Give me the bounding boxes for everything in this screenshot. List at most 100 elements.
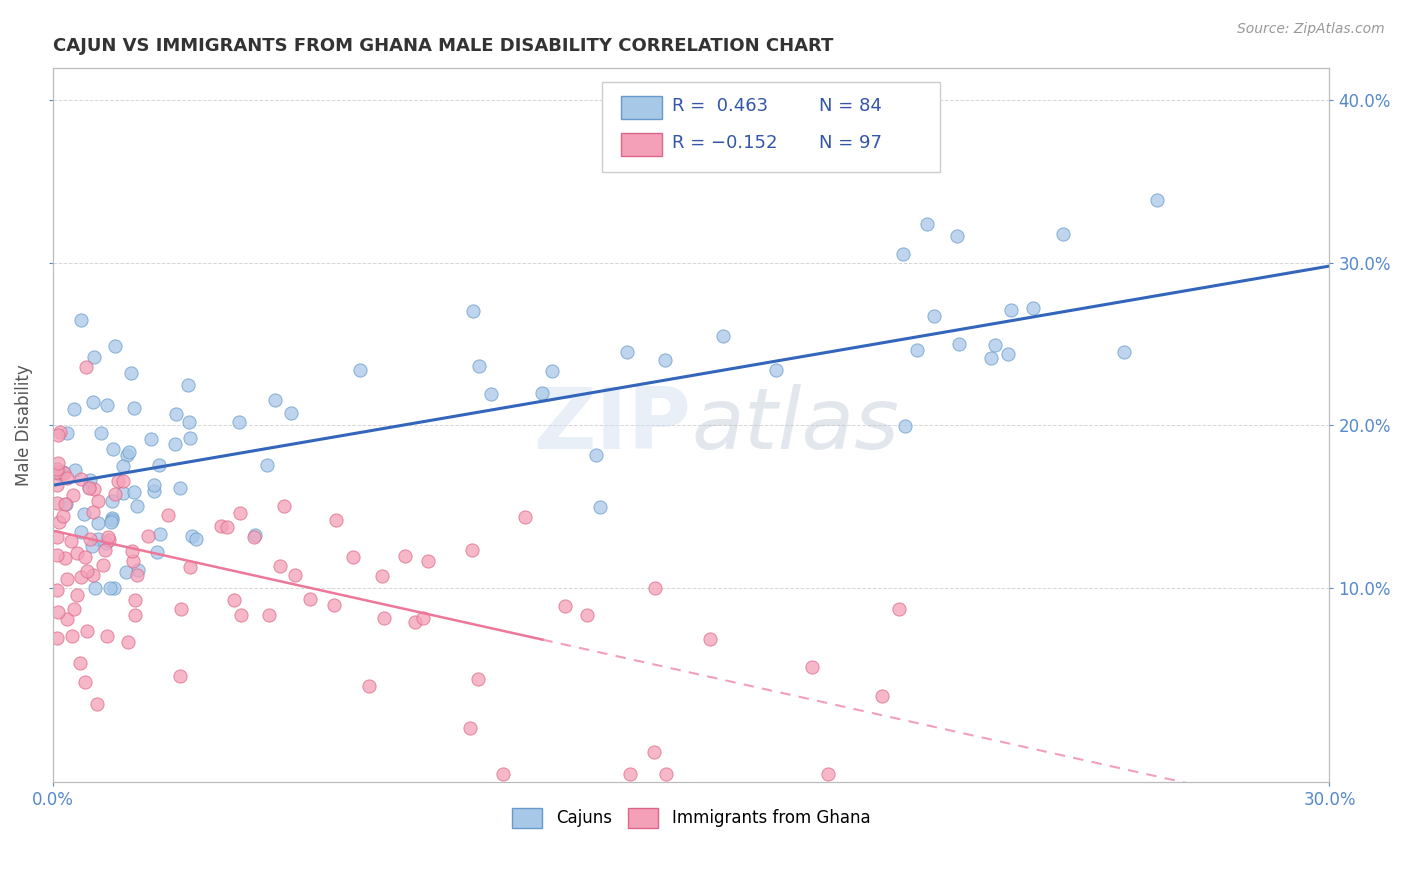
Point — [86, 494, 108, 508]
Point — [82, 505, 104, 519]
Point — [357, 679, 380, 693]
Point — [1052, 227, 1074, 241]
Point — [870, 689, 893, 703]
Point — [77, 480, 100, 494]
FancyBboxPatch shape — [621, 95, 662, 119]
Point — [46, 549, 69, 563]
Point — [541, 364, 564, 378]
Point — [817, 767, 839, 781]
Point — [96, 398, 118, 412]
Point — [117, 448, 139, 462]
Point — [66, 546, 89, 560]
Point — [90, 426, 112, 441]
Point — [243, 528, 266, 542]
Point — [69, 525, 91, 540]
Point — [103, 581, 125, 595]
Point — [69, 657, 91, 671]
Point — [138, 529, 160, 543]
Text: N = 84: N = 84 — [818, 97, 882, 115]
Point — [63, 602, 86, 616]
Point — [179, 415, 201, 429]
Point — [980, 351, 1002, 365]
Point — [82, 567, 104, 582]
Point — [83, 581, 105, 595]
Point — [946, 229, 969, 244]
Point — [619, 767, 641, 781]
Point — [228, 416, 250, 430]
Point — [243, 530, 266, 544]
Point — [169, 669, 191, 683]
Point — [53, 551, 76, 566]
Point — [60, 629, 83, 643]
Point — [46, 462, 69, 476]
Point — [179, 431, 201, 445]
Point — [114, 565, 136, 579]
Point — [458, 722, 481, 736]
Point — [98, 533, 121, 547]
Point — [643, 745, 665, 759]
Point — [699, 632, 721, 646]
Point — [984, 338, 1007, 352]
Point — [891, 247, 914, 261]
Y-axis label: Male Disability: Male Disability — [15, 364, 32, 486]
Point — [46, 478, 69, 492]
Point — [997, 347, 1019, 361]
Point — [49, 425, 72, 439]
Point — [87, 516, 110, 530]
Point — [97, 530, 120, 544]
Point — [98, 581, 121, 595]
Point — [479, 387, 502, 401]
Text: CAJUN VS IMMIGRANTS FROM GHANA MALE DISABILITY CORRELATION CHART: CAJUN VS IMMIGRANTS FROM GHANA MALE DISA… — [53, 37, 834, 55]
Point — [1112, 345, 1135, 359]
Point — [127, 567, 149, 582]
Point — [1021, 301, 1043, 316]
Point — [589, 500, 612, 514]
Text: ZIP: ZIP — [533, 384, 692, 467]
Point — [269, 559, 291, 574]
Point — [62, 488, 84, 502]
Point — [585, 448, 607, 462]
Point — [467, 359, 489, 373]
Text: atlas: atlas — [692, 384, 900, 467]
Point — [467, 673, 489, 687]
Point — [94, 536, 117, 550]
Point — [146, 545, 169, 559]
Point — [117, 634, 139, 648]
Point — [103, 486, 125, 500]
Point — [179, 560, 201, 574]
Point — [52, 508, 75, 523]
Point — [73, 549, 96, 564]
Point — [48, 467, 70, 481]
Point — [75, 359, 97, 374]
Point — [56, 471, 79, 485]
Point — [349, 363, 371, 377]
Point — [263, 393, 285, 408]
Point — [217, 520, 239, 534]
Point — [655, 767, 678, 781]
Point — [1146, 194, 1168, 208]
Point — [416, 554, 439, 568]
Point — [48, 515, 70, 529]
Point — [93, 543, 115, 558]
Point — [55, 496, 77, 510]
Point — [83, 351, 105, 365]
Point — [100, 510, 122, 524]
Point — [66, 588, 89, 602]
Point — [124, 593, 146, 607]
Point — [93, 558, 115, 573]
Point — [905, 343, 928, 357]
Point — [52, 466, 75, 480]
Point — [765, 363, 787, 377]
Point — [46, 582, 69, 597]
Point — [101, 513, 124, 527]
Point — [231, 607, 253, 622]
Point — [103, 339, 125, 353]
Text: N = 97: N = 97 — [818, 134, 882, 152]
Point — [492, 767, 515, 781]
Point — [83, 483, 105, 497]
Point — [575, 608, 598, 623]
Point — [922, 310, 945, 324]
Text: R =  0.463: R = 0.463 — [672, 97, 768, 115]
Point — [46, 530, 69, 544]
Point — [79, 474, 101, 488]
